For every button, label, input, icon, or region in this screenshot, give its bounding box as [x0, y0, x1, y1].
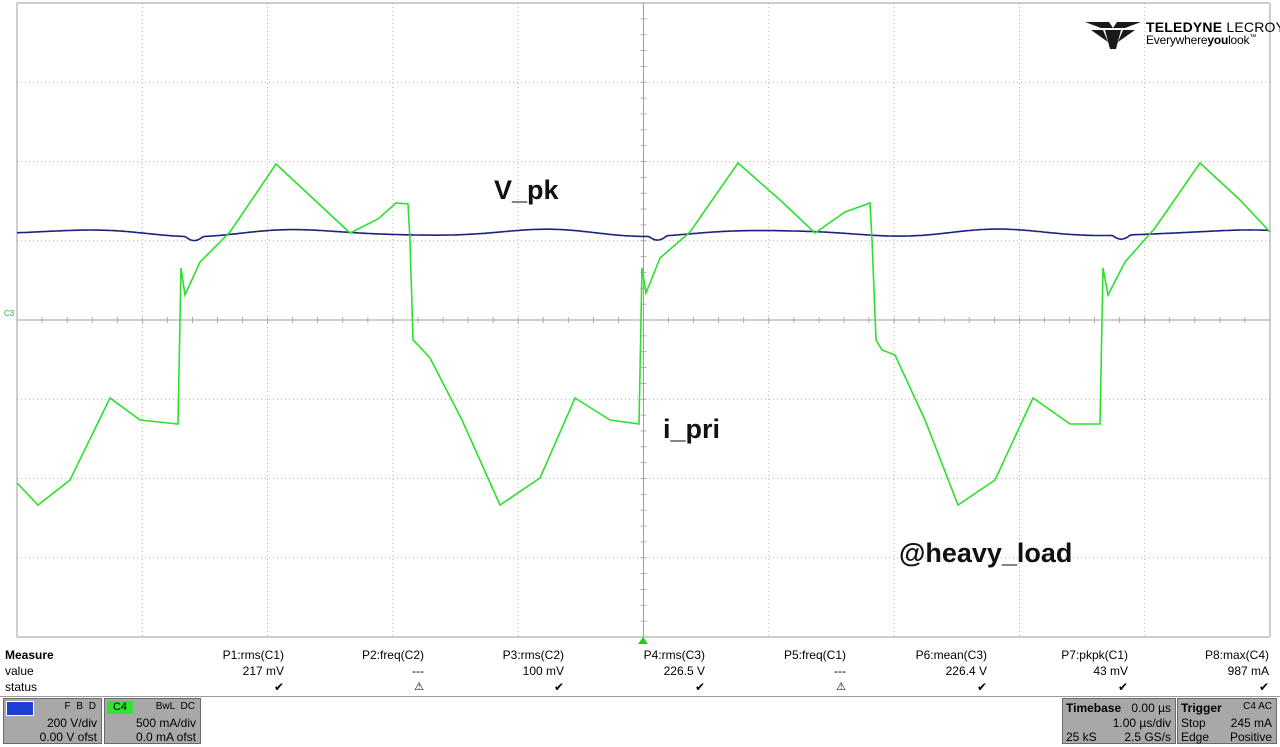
param-value: 226.4 V — [945, 664, 987, 678]
trigger-slope: Positive — [1229, 730, 1272, 744]
vertical-offset: 0.00 V ofst — [39, 730, 97, 744]
status-warning-icon: ⚠ — [836, 681, 846, 693]
param-value: 217 mV — [242, 664, 284, 678]
measure-status-row: status ✔ ⚠ ✔ ✔ ⚠ ✔ ✔ ✔ — [0, 680, 1280, 695]
channel-tag: C3 — [6, 701, 34, 716]
trigger-type: Edge — [1181, 730, 1210, 744]
lecroy-bird-icon — [1085, 22, 1141, 49]
param-value: --- — [834, 664, 846, 678]
annotation-heavy-load: @heavy_load — [899, 538, 1073, 568]
vertical-offset: 0.0 mA ofst — [135, 730, 196, 744]
param-value: 226.5 V — [663, 664, 705, 678]
timebase-descriptor[interactable]: Timebase 0.00 µs 1.00 µs/div 25 kS 2.5 G… — [1062, 698, 1176, 744]
param-name[interactable]: P6:mean(C3) — [915, 648, 987, 662]
status-check-icon: ✔ — [1117, 680, 1128, 694]
trigger-level: 245 mA — [1230, 716, 1272, 730]
graticule — [16, 2, 1271, 638]
logo-tagline: Everywhereyoulook™ — [1146, 33, 1257, 47]
status-check-icon: ✔ — [553, 680, 564, 694]
timebase-scale: 1.00 µs/div — [1112, 716, 1171, 730]
timebase-samples: 25 kS — [1066, 730, 1097, 744]
trigger-title: Trigger — [1181, 701, 1222, 715]
trigger-mode: Stop — [1181, 716, 1206, 730]
trigger-source: C4 AC — [1243, 701, 1272, 712]
param-value: 100 mV — [522, 664, 564, 678]
status-check-icon: ✔ — [1258, 680, 1269, 694]
status-check-icon: ✔ — [976, 680, 987, 694]
logo-brand-name: TELEDYNE LECROY — [1146, 19, 1280, 35]
measure-header-row: Measure P1:rms(C1) P2:freq(C2) P3:rms(C2… — [0, 648, 1280, 663]
annotation-v-pk: V_pk — [494, 175, 559, 205]
teledyne-lecroy-logo: TELEDYNE LECROY Everywhereyoulook™ — [1083, 16, 1280, 50]
trigger-position-marker — [638, 637, 648, 644]
status-row-label: status — [5, 680, 38, 694]
param-name[interactable]: P7:pkpk(C1) — [1061, 648, 1128, 662]
timebase-title: Timebase — [1066, 701, 1122, 715]
channel-flags: BwL DC — [155, 701, 195, 712]
param-value: 987 mA — [1227, 664, 1269, 678]
param-value: --- — [412, 664, 424, 678]
c3-ground-marker: C3 — [4, 309, 15, 318]
channel-descriptor-c4[interactable]: C4 BwL DC 500 mA/div 0.0 mA ofst — [104, 698, 201, 744]
channel-flags: F B D — [64, 701, 96, 712]
status-check-icon: ✔ — [694, 680, 705, 694]
param-name[interactable]: P4:rms(C3) — [643, 648, 705, 662]
channel-tag: C4 — [107, 701, 133, 714]
measure-value-row: value 217 mV --- 100 mV 226.5 V --- 226.… — [0, 664, 1280, 679]
status-warning-icon: ⚠ — [414, 681, 424, 693]
channel-descriptor-c3[interactable]: C3 F B D 200 V/div 0.00 V ofst — [3, 698, 102, 744]
divider — [0, 696, 1280, 697]
measure-title: Measure — [5, 648, 54, 662]
c3-current-trace — [16, 161, 1271, 507]
vertical-scale: 200 V/div — [46, 716, 97, 730]
status-check-icon: ✔ — [273, 680, 284, 694]
waveform-plot — [16, 2, 1271, 638]
value-row-label: value — [5, 664, 34, 678]
c1-voltage-trace — [16, 228, 1270, 242]
vertical-scale: 500 mA/div — [135, 716, 196, 730]
param-name[interactable]: P8:max(C4) — [1204, 648, 1269, 662]
annotation-i-pri: i_pri — [663, 414, 721, 444]
param-name[interactable]: P5:freq(C1) — [783, 648, 846, 662]
timebase-sample-rate: 2.5 GS/s — [1124, 730, 1171, 744]
param-name[interactable]: P2:freq(C2) — [361, 648, 424, 662]
param-name[interactable]: P1:rms(C1) — [222, 648, 284, 662]
trigger-descriptor[interactable]: Trigger C4 AC Stop 245 mA Edge Positive — [1177, 698, 1277, 744]
param-name[interactable]: P3:rms(C2) — [502, 648, 564, 662]
param-value: 43 mV — [1093, 664, 1128, 678]
timebase-delay: 0.00 µs — [1131, 701, 1171, 715]
measure-table: Measure P1:rms(C1) P2:freq(C2) P3:rms(C2… — [0, 648, 1280, 696]
